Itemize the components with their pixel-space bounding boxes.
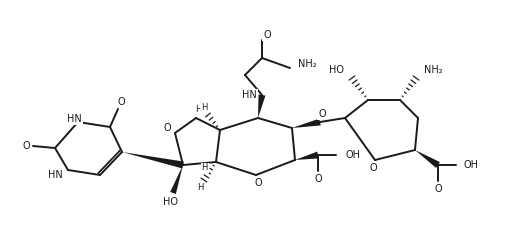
Text: OH: OH	[345, 150, 360, 160]
Text: HN: HN	[67, 114, 82, 124]
Text: O: O	[163, 123, 171, 133]
Text: HO: HO	[329, 65, 344, 75]
Text: OH: OH	[464, 160, 479, 170]
Text: O: O	[318, 109, 326, 119]
Polygon shape	[295, 152, 319, 160]
Text: O: O	[254, 178, 262, 188]
Text: O: O	[369, 163, 377, 173]
Text: O: O	[263, 30, 271, 40]
Polygon shape	[292, 118, 321, 128]
Polygon shape	[258, 94, 265, 118]
Text: H: H	[202, 164, 208, 173]
Text: HN: HN	[48, 170, 63, 180]
Polygon shape	[170, 165, 183, 194]
Polygon shape	[122, 152, 184, 169]
Polygon shape	[415, 150, 440, 168]
Text: NH₂: NH₂	[298, 59, 316, 69]
Text: NH₂: NH₂	[424, 65, 443, 75]
Text: O: O	[117, 97, 125, 107]
Text: O: O	[22, 141, 30, 151]
Text: O: O	[434, 184, 442, 194]
Text: H: H	[195, 105, 201, 114]
Text: H: H	[197, 184, 203, 193]
Text: HO: HO	[163, 197, 179, 207]
Text: H: H	[201, 104, 207, 113]
Text: O: O	[314, 174, 322, 184]
Text: HN: HN	[242, 90, 257, 100]
